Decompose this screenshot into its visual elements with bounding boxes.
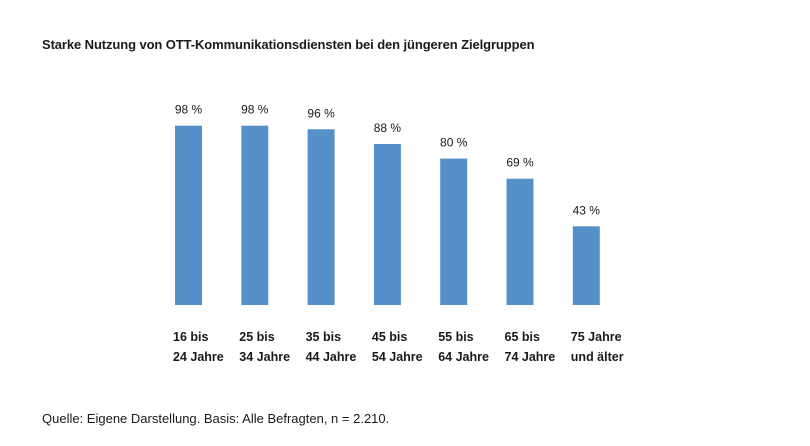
category-label-4: 45 bis 54 Jahre <box>372 330 423 364</box>
category-label-7: 75 Jahre und älter <box>571 330 624 364</box>
category-label-3: 35 bis 44 Jahre <box>306 330 357 364</box>
bar-4 <box>373 144 401 305</box>
bar-6 <box>506 178 534 305</box>
value-labels-group: 98 % 98 % 96 % 88 % 80 % 69 % 43 % <box>175 103 600 218</box>
value-label-2: 98 % <box>241 103 269 117</box>
value-label-3: 96 % <box>307 106 335 120</box>
category-label-2: 25 bis 34 Jahre <box>239 330 290 364</box>
value-label-5: 80 % <box>440 136 468 150</box>
category-label-1: 16 bis 24 Jahre <box>173 330 224 364</box>
bar-2 <box>241 125 269 305</box>
category-labels-group: 16 bis 24 Jahre 25 bis 34 Jahre 35 bis 44 Jah… <box>173 330 624 364</box>
chart-title: Starke Nutzung von OTT-Kommunikationsdie… <box>42 37 535 52</box>
category-label-5: 55 bis 64 Jahre <box>438 330 489 364</box>
value-label-1: 98 % <box>175 103 203 117</box>
value-label-6: 69 % <box>506 156 534 170</box>
source-note: Quelle: Eigene Darstellung. Basis: Alle … <box>42 411 390 426</box>
bar-5 <box>440 158 468 305</box>
category-label-6: 65 bis 74 Jahre <box>505 330 556 364</box>
value-label-7: 43 % <box>573 203 601 217</box>
value-label-4: 88 % <box>374 121 402 135</box>
bar-1 <box>175 125 202 305</box>
bar-3 <box>307 129 335 305</box>
bar-7 <box>572 226 600 305</box>
bars-group <box>175 125 600 305</box>
